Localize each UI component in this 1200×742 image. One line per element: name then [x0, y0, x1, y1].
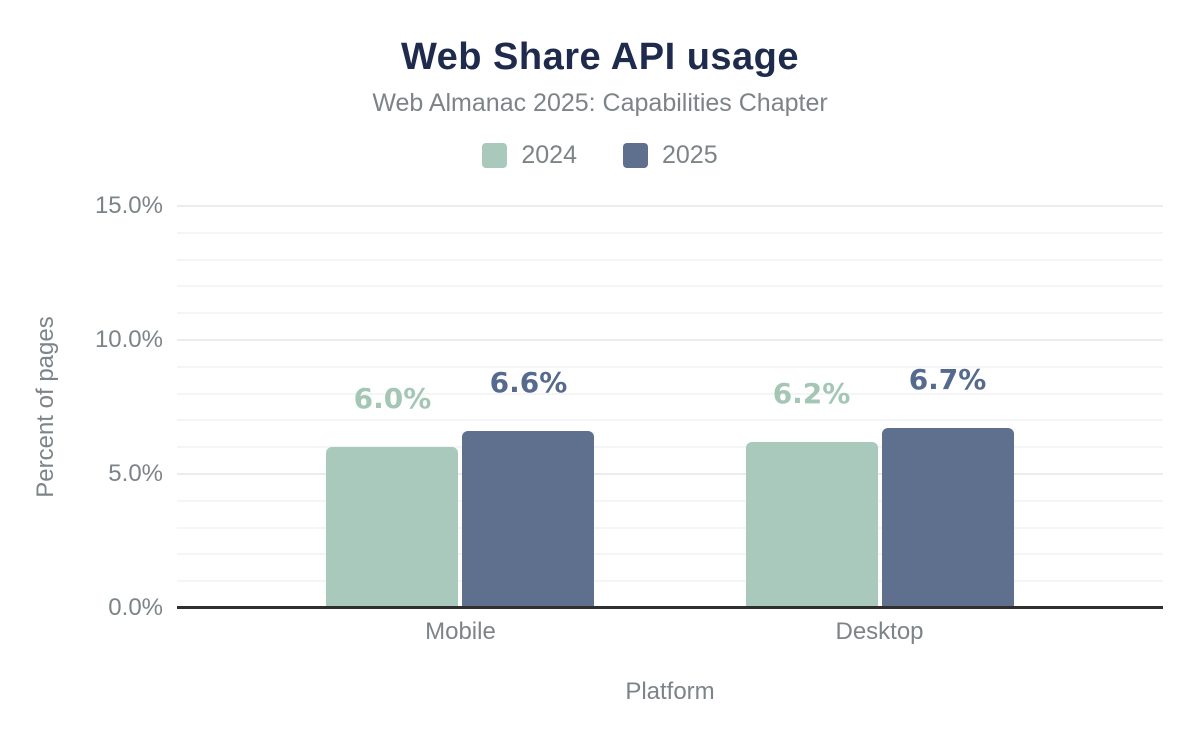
gridline: [177, 446, 1163, 449]
gridline: [177, 499, 1163, 502]
y-axis-title: Percent of pages: [32, 316, 59, 498]
legend-item-2025: 2025: [623, 141, 718, 170]
gridline: [177, 312, 1163, 315]
gridline: [177, 473, 1163, 475]
legend: 2024 2025: [0, 141, 1200, 170]
gridline: [177, 392, 1163, 395]
plot-area: 6.0% 6.6% 6.2% 6.7%: [177, 205, 1163, 609]
gridline: [177, 553, 1163, 556]
legend-swatch-2025: [623, 143, 648, 168]
bar-2024-desktop: [745, 441, 878, 608]
gridline: [177, 339, 1163, 341]
bar-value-label-2025-mobile: 6.6%: [489, 366, 568, 400]
bar-2024-mobile: [326, 447, 459, 608]
legend-label-2025: 2025: [662, 141, 718, 169]
gridline: [177, 231, 1163, 234]
x-axis-line: [177, 606, 1163, 609]
y-tick-label: 0.0%: [108, 594, 163, 621]
bar-value-label-2025-desktop: 6.7%: [908, 363, 987, 397]
gridline: [177, 526, 1163, 529]
gridline: [177, 285, 1163, 288]
gridline: [177, 365, 1163, 368]
chart-subtitle: Web Almanac 2025: Capabilities Chapter: [372, 89, 828, 117]
bar-value-label-2024-mobile: 6.0%: [353, 382, 432, 416]
x-axis-title: Platform: [625, 678, 715, 705]
y-tick-label: 15.0%: [94, 192, 163, 219]
x-tick-mobile: Mobile: [425, 618, 496, 645]
gridline: [177, 258, 1163, 261]
legend-item-2024: 2024: [482, 141, 577, 170]
gridline: [177, 580, 1163, 583]
gridline: [177, 419, 1163, 422]
chart-title: Web Share API usage: [400, 36, 800, 78]
bar-2025-mobile: [462, 431, 595, 608]
bar-value-label-2024-desktop: 6.2%: [772, 376, 851, 410]
gridline: [177, 205, 1163, 207]
legend-swatch-2024: [482, 143, 508, 168]
y-tick-label: 10.0%: [94, 326, 163, 353]
legend-label-2024: 2024: [521, 141, 577, 169]
x-tick-desktop: Desktop: [835, 618, 924, 645]
bar-2025-desktop: [881, 428, 1014, 608]
y-tick-label: 5.0%: [108, 460, 163, 487]
